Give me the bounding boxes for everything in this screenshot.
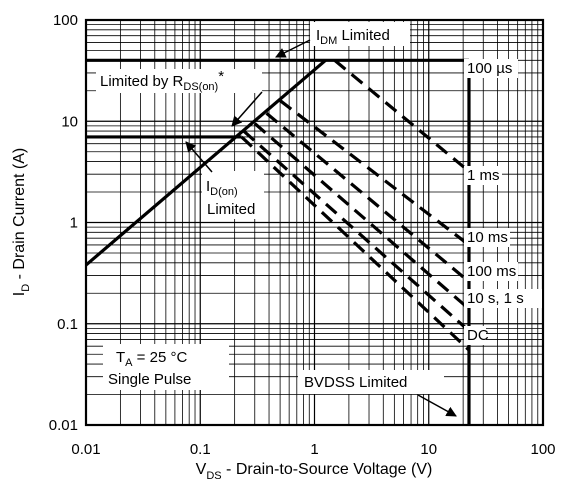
- x-tick-label: 1: [310, 441, 318, 458]
- single-pulse-label: Single Pulse: [108, 371, 191, 388]
- series-line: [240, 135, 471, 352]
- x-axis-label: VDS - Drain-to-Source Voltage (V): [196, 461, 433, 482]
- x-tick-label: 0.1: [190, 441, 211, 458]
- y-tick-label: 10: [61, 113, 78, 130]
- series-label: 10 ms: [467, 229, 508, 246]
- series-line: [333, 59, 471, 173]
- series-label: 10 s, 1 s: [467, 290, 524, 307]
- series-line: [253, 122, 471, 311]
- x-tick-labels: 0.01 0.1 1 10 100: [71, 441, 555, 458]
- x-tick-label: 0.01: [71, 441, 100, 458]
- series-label: 1 ms: [467, 167, 500, 184]
- y-tick-labels: 100 10 1 0.1 0.01: [49, 12, 78, 434]
- idon-arrow: [185, 141, 213, 173]
- y-tick-label: 0.1: [57, 316, 78, 333]
- series-label: 100 ms: [467, 263, 516, 280]
- x-tick-label: 100: [530, 441, 555, 458]
- y-tick-label: 0.01: [49, 417, 78, 434]
- bvdss-limited-label: BVDSS Limited: [304, 374, 407, 391]
- idm-arrow: [275, 39, 311, 58]
- y-tick-label: 100: [53, 12, 78, 29]
- limit-rds-on-line: [84, 59, 327, 267]
- y-axis-label: ID - Drain Current (A): [11, 148, 32, 296]
- y-tick-label: 1: [70, 215, 78, 232]
- idon-limited-label: ID(on): [206, 178, 238, 198]
- series-labels: 100 µs 1 ms 10 ms 100 ms 10 s, 1 s DC: [467, 60, 524, 344]
- x-tick-label: 10: [420, 441, 437, 458]
- series-line: [242, 129, 471, 333]
- series-label: 100 µs: [467, 60, 512, 77]
- bvdss-arrow: [417, 394, 457, 417]
- idm-limited-label: IDM Limited: [316, 27, 390, 47]
- ta-label: TA = 25 °C: [116, 349, 187, 369]
- series-lines: [240, 59, 471, 352]
- series-line: [279, 99, 470, 247]
- plot-frame: [84, 18, 545, 427]
- rds-arrow: [231, 91, 263, 127]
- idon-limited-label-line2: Limited: [207, 201, 255, 218]
- rds-limited-label: Limited by RDS(on)*: [100, 68, 224, 93]
- series-label: DC: [467, 327, 489, 344]
